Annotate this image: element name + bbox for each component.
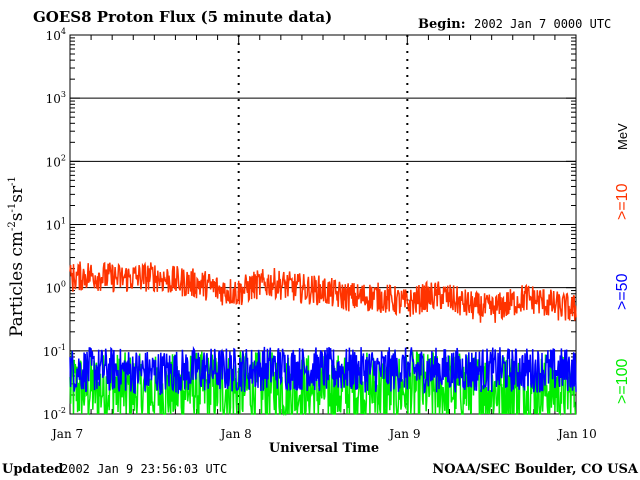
y-tick-base: 10 (43, 345, 58, 359)
y-tick-label: 103 (46, 90, 66, 106)
y-tick-label: 100 (46, 280, 66, 296)
x-tick-label: Jan 10 (556, 427, 597, 441)
y-tick-base: 10 (46, 92, 61, 106)
y-axis-label-s: s (7, 213, 27, 222)
y-tick-exponent: -2 (58, 406, 66, 415)
chart-title: GOES8 Proton Flux (5 minute data) (33, 8, 332, 26)
x-tick-label: Jan 7 (50, 427, 83, 441)
legend-label-10: >=10 (614, 183, 631, 220)
y-tick-exponent: 1 (61, 217, 66, 226)
credit-label: NOAA/SEC Boulder, CO USA (432, 462, 639, 477)
x-tick-label: Jan 8 (219, 427, 252, 441)
updated-value: 2002 Jan 9 23:56:03 UTC (61, 462, 227, 476)
y-axis-label-sup1: -2 (7, 221, 18, 231)
x-tick-label: Jan 9 (387, 427, 420, 441)
y-tick-exponent: 2 (61, 153, 66, 162)
y-axis-label-sup3: -1 (7, 176, 18, 186)
y-tick-exponent: 4 (61, 27, 66, 36)
y-tick-base: 10 (46, 219, 61, 233)
updated-label: Updated (2, 462, 63, 477)
begin-label: Begin: (418, 17, 466, 32)
y-tick-label: 10-2 (43, 406, 66, 422)
y-tick-base: 10 (43, 408, 58, 422)
y-tick-label: 104 (46, 27, 66, 43)
energy-unit-label: MeV (615, 123, 630, 150)
y-tick-exponent: 0 (61, 280, 66, 289)
y-tick-base: 10 (46, 29, 61, 43)
y-tick-base: 10 (46, 155, 61, 169)
y-tick-label: 101 (46, 217, 66, 233)
legend: >=10 >=50 >=100 (614, 183, 631, 404)
y-tick-label: 10-1 (43, 343, 66, 359)
x-axis-label: Universal Time (269, 441, 379, 456)
series-line-50 (69, 345, 577, 396)
legend-label-100: >=100 (614, 359, 631, 404)
y-tick-exponent: 3 (61, 90, 66, 99)
y-axis-label-sup2: -1 (7, 203, 18, 213)
y-axis-label: Particles cm-2s-1sr-1 (7, 176, 27, 337)
y-tick-exponent: -1 (58, 343, 66, 352)
y-axis-label-sr: sr (7, 185, 27, 203)
y-tick-base: 10 (46, 282, 61, 296)
legend-label-50: >=50 (614, 273, 631, 310)
y-axis-label-main: Particles cm (7, 231, 27, 337)
y-tick-label: 102 (46, 153, 66, 169)
begin-value: 2002 Jan 7 0000 UTC (474, 17, 611, 31)
series-line-10 (69, 261, 577, 323)
